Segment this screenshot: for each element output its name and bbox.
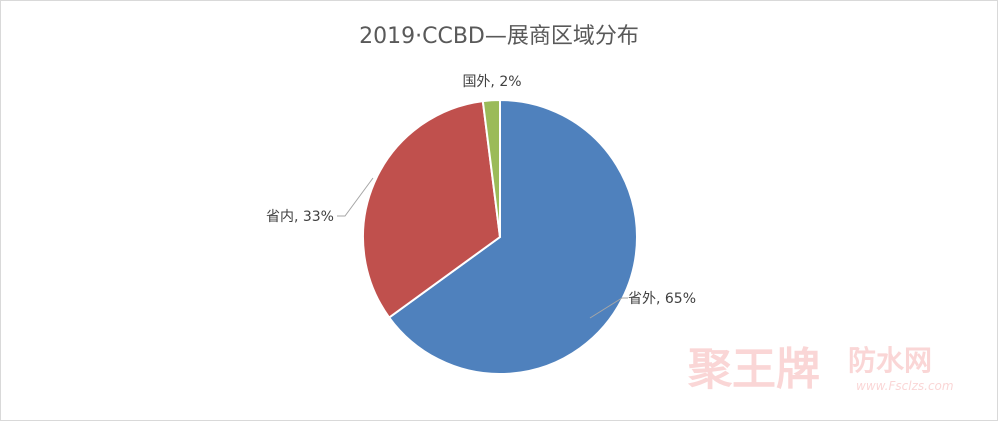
pie-slice-1 (362, 99, 502, 319)
slice-label-1: 省内, 33% (266, 209, 334, 225)
slice-label-0: 省外, 65% (628, 291, 696, 307)
watermark-logo: 聚王牌 防水网 www.Fsclzs.com (688, 344, 954, 395)
watermark-url: www.Fsclzs.com (856, 379, 954, 393)
slice-label-2: 国外, 2% (462, 74, 521, 90)
watermark-site: 防水网 (848, 344, 932, 377)
watermark-brand: 聚王牌 (688, 344, 820, 395)
leader-line-0 (589, 297, 628, 319)
chart-title: 2019·CCBD—展商区域分布 (359, 24, 639, 49)
pie-slice-0 (387, 98, 638, 375)
leader-line-1 (337, 177, 374, 217)
pie-slice-2 (481, 98, 501, 238)
